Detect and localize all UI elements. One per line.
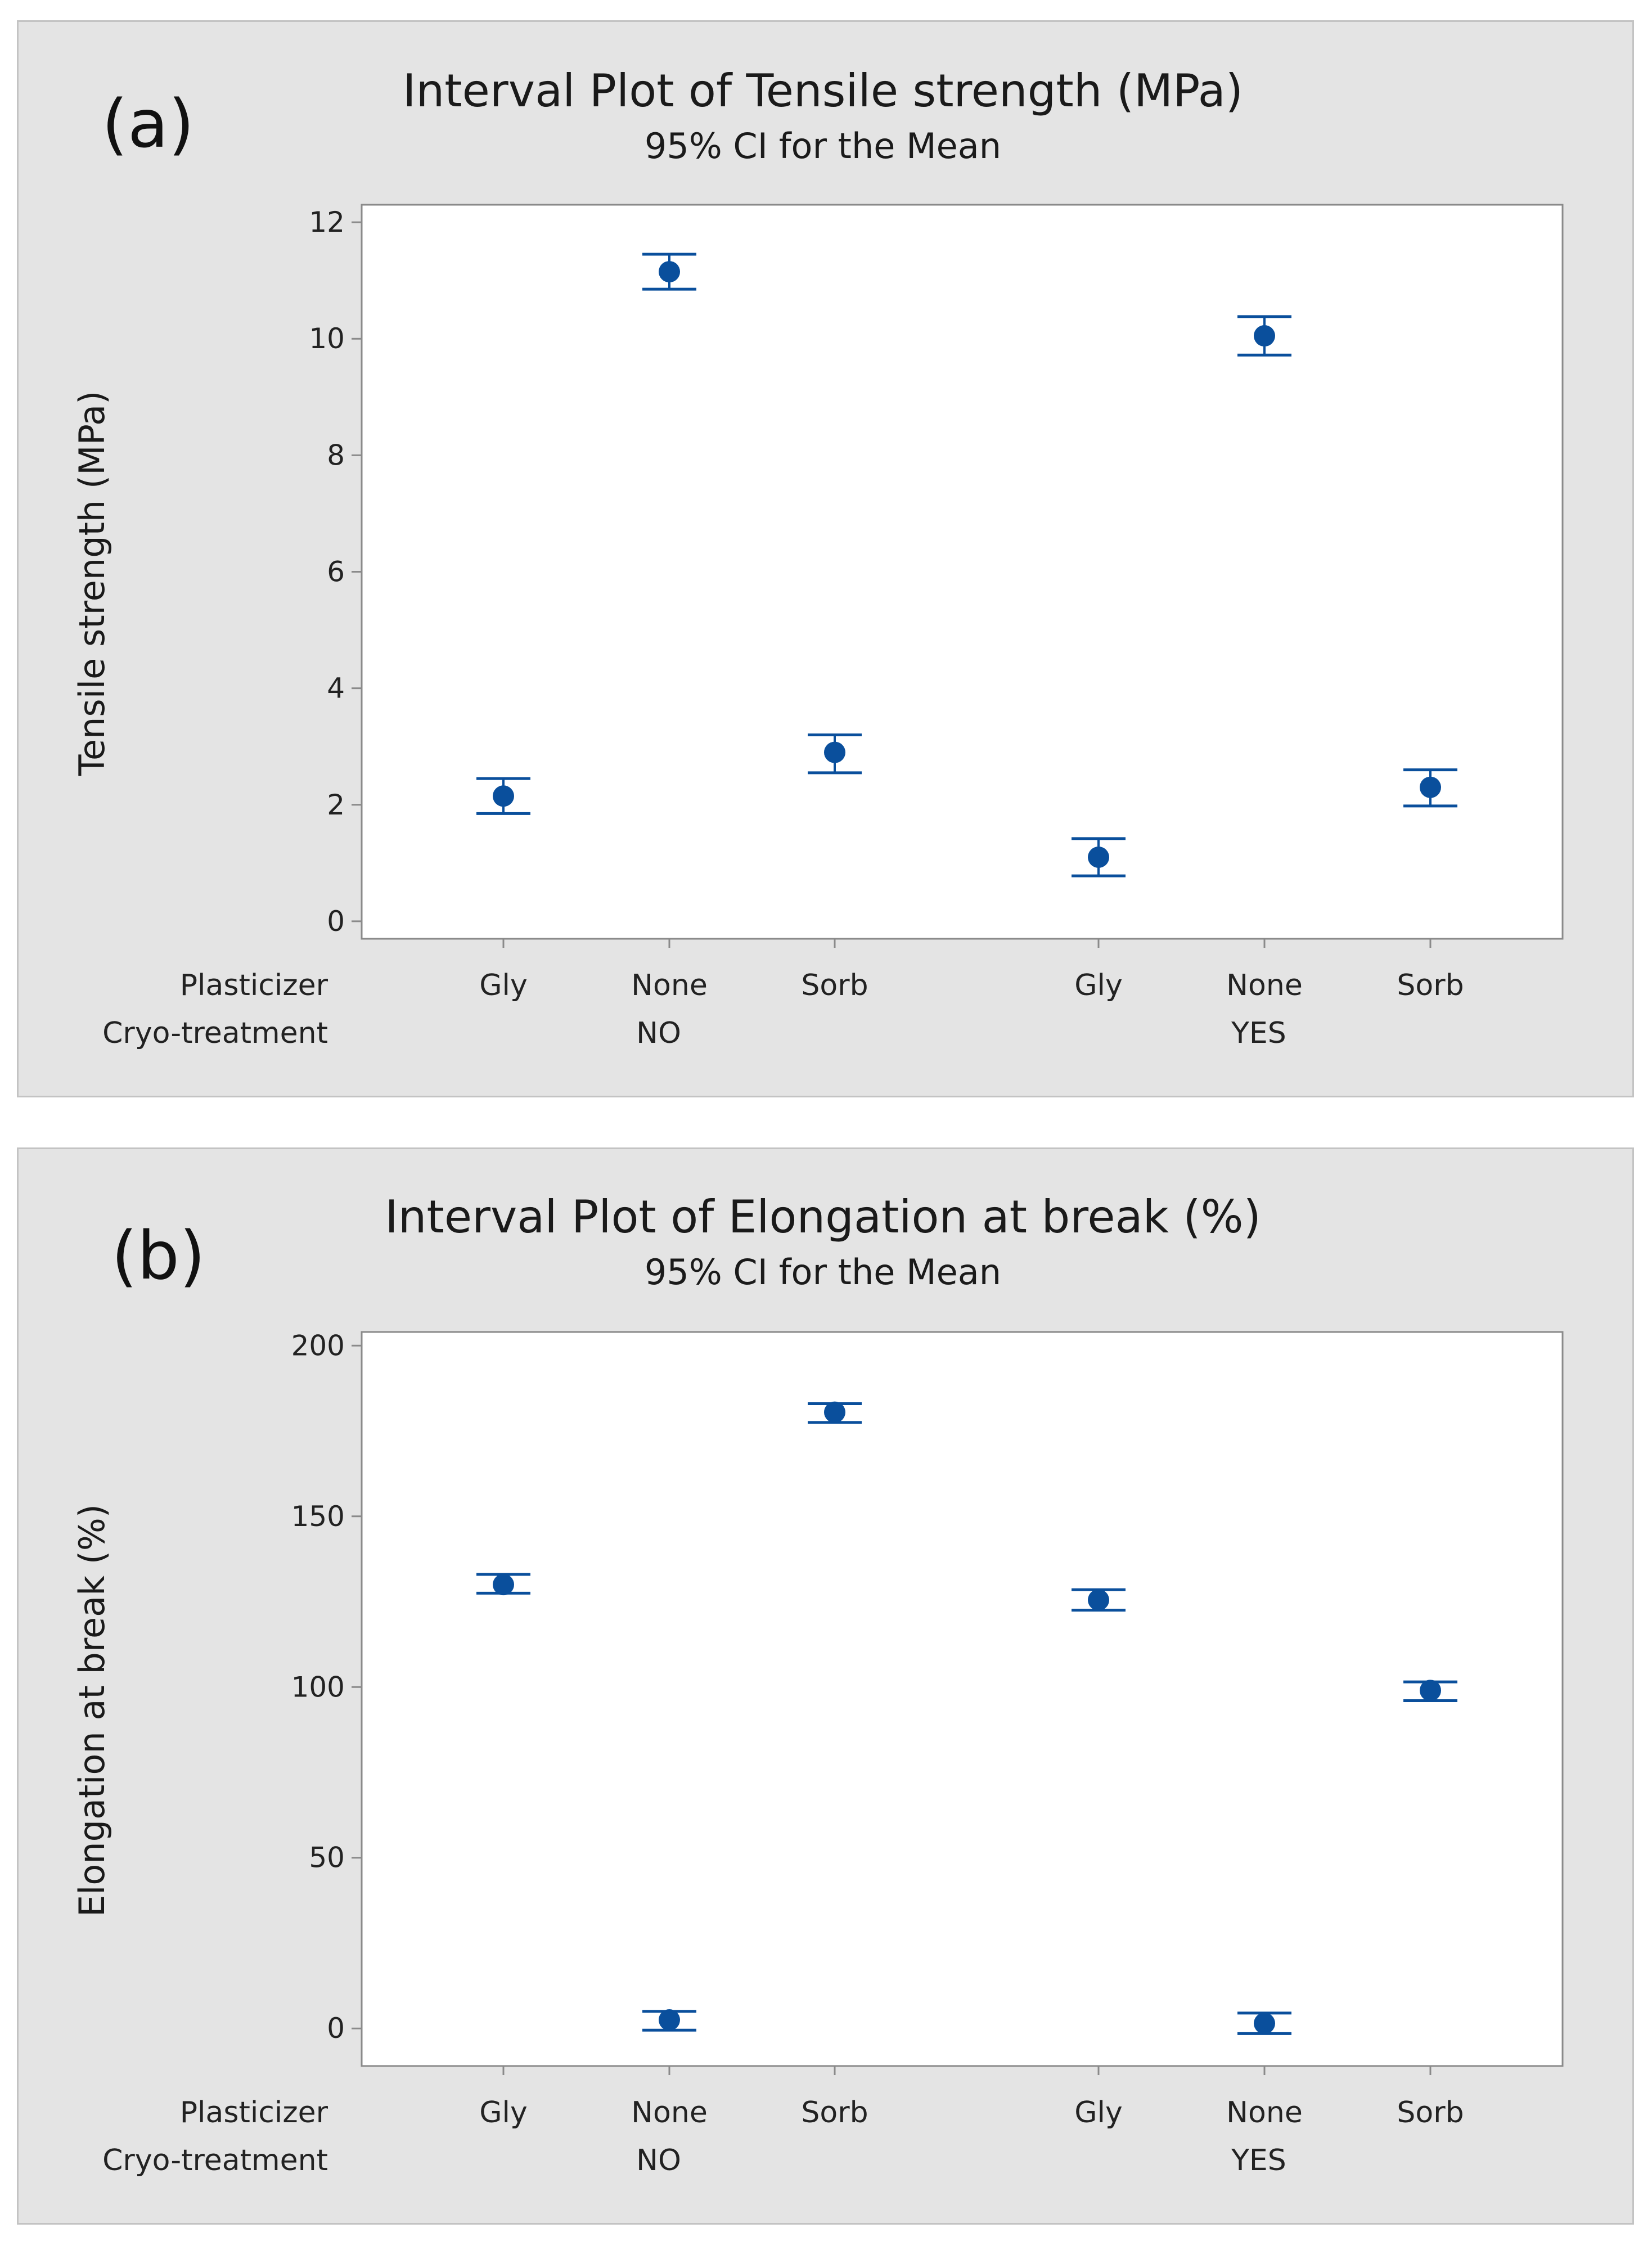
x-factor-cryo-treatment: Cryo-treatment	[102, 2144, 328, 2177]
interval-series	[476, 253, 1457, 877]
x-factor-plasticizer: Plasticizer	[180, 969, 328, 1002]
group-label-no: NO	[636, 1016, 681, 1050]
mean-marker	[1088, 1589, 1109, 1611]
panel-label: (b)	[111, 1217, 205, 1294]
y-tick-label: 12	[309, 206, 345, 238]
x-category-label: None	[631, 2096, 708, 2130]
chart-title: Interval Plot of Elongation at break (%)	[385, 1191, 1261, 1243]
panel-label: (a)	[102, 85, 194, 163]
mean-marker	[493, 1574, 514, 1596]
y-tick-label: 0	[327, 905, 345, 938]
y-axis-ticks: 0 50 100 150 200	[291, 1329, 362, 2045]
y-tick-label: 100	[291, 1671, 345, 1703]
mean-marker	[1254, 325, 1275, 347]
interval-point	[642, 2009, 696, 2032]
mean-marker	[659, 2009, 680, 2031]
x-category-labels: Gly None Sorb Gly None Sorb	[479, 939, 1464, 1002]
y-tick-label: 6	[327, 556, 345, 588]
y-tick-label: 150	[291, 1500, 345, 1533]
interval-point	[476, 777, 530, 815]
mean-marker	[659, 261, 680, 283]
x-category-labels: Gly None Sorb Gly None Sorb	[479, 2066, 1464, 2130]
mean-marker	[824, 741, 845, 763]
group-label-yes: YES	[1231, 2144, 1286, 2177]
y-tick-label: 200	[291, 1329, 345, 1362]
chart-subtitle: 95% CI for the Mean	[645, 1252, 1001, 1293]
chart-a-svg: (a) Interval Plot of Tensile strength (M…	[71, 65, 1564, 1050]
y-tick-label: 10	[309, 322, 345, 355]
x-category-label: Gly	[479, 2096, 528, 2130]
interval-point	[808, 733, 862, 775]
y-tick-label: 4	[327, 672, 345, 705]
chart-title: Interval Plot of Tensile strength (MPa)	[403, 65, 1243, 117]
figure-panel-a: (a) Interval Plot of Tensile strength (M…	[17, 20, 1634, 1097]
x-category-label: None	[1226, 2096, 1303, 2130]
plot-area	[361, 1331, 1564, 2067]
x-factor-cryo-treatment: Cryo-treatment	[102, 1016, 328, 1050]
x-category-label: Gly	[1074, 2096, 1123, 2130]
interval-point	[1403, 768, 1457, 808]
interval-point	[808, 1401, 862, 1424]
mean-marker	[1420, 1680, 1441, 1702]
interval-point	[1237, 315, 1291, 357]
x-category-label: Sorb	[1397, 2096, 1464, 2130]
mean-marker	[1254, 2013, 1275, 2035]
y-tick-label: 0	[327, 2012, 345, 2045]
y-tick-label: 50	[309, 1842, 345, 1874]
mean-marker	[1088, 847, 1109, 868]
x-category-label: Sorb	[801, 969, 868, 1002]
group-label-yes: YES	[1231, 1016, 1286, 1050]
interval-point	[1403, 1680, 1457, 1703]
mean-marker	[493, 785, 514, 807]
interval-point	[642, 253, 696, 291]
mean-marker	[824, 1401, 845, 1423]
y-tick-label: 8	[327, 439, 345, 471]
x-category-label: Gly	[479, 969, 528, 1002]
interval-point	[1072, 837, 1126, 877]
y-axis-label: Elongation at break (%)	[71, 1504, 112, 1917]
x-factor-plasticizer: Plasticizer	[180, 2096, 328, 2130]
x-category-label: None	[1226, 969, 1303, 1002]
x-category-label: Sorb	[1397, 969, 1464, 1002]
chart-b-svg: (b) Interval Plot of Elongation at break…	[71, 1191, 1564, 2177]
interval-series	[476, 1401, 1457, 2035]
x-category-label: Sorb	[801, 2096, 868, 2130]
chart-subtitle: 95% CI for the Mean	[645, 125, 1001, 166]
x-category-label: None	[631, 969, 708, 1002]
x-category-label: Gly	[1074, 969, 1123, 1002]
interval-point	[1237, 2011, 1291, 2035]
y-axis-ticks: 0 2 4 6 8 10 12	[309, 206, 362, 938]
figure-panel-b: (b) Interval Plot of Elongation at break…	[17, 1147, 1634, 2225]
interval-point	[476, 1573, 530, 1596]
y-tick-label: 2	[327, 789, 345, 821]
interval-point	[1072, 1588, 1126, 1612]
group-label-no: NO	[636, 2144, 681, 2177]
plot-area	[361, 204, 1564, 940]
y-axis-label: Tensile strength (MPa)	[71, 391, 112, 777]
mean-marker	[1420, 776, 1441, 798]
